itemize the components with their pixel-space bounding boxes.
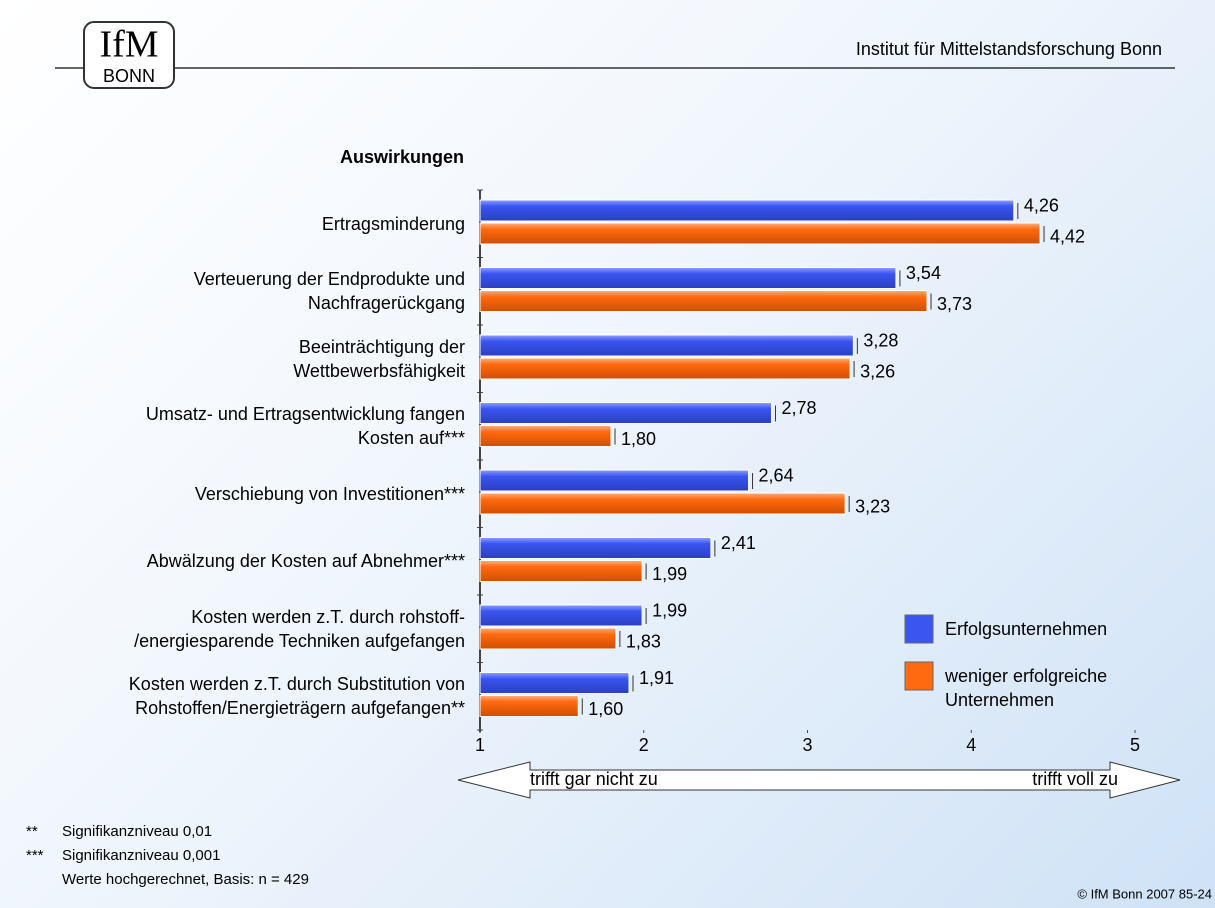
bar: [479, 672, 630, 694]
bar: [479, 334, 854, 357]
footnote-mark: **: [26, 823, 38, 840]
logo-text: IfM: [99, 24, 158, 66]
category-label: Ertragsminderung: [321, 213, 465, 234]
bar: [479, 695, 579, 717]
copyright: © IfM Bonn 2007 85-24: [1077, 886, 1212, 901]
value-label: 1,99: [652, 564, 687, 584]
value-label: 1,80: [621, 429, 656, 449]
category-label: Beeinträchtigung der Wettbewerbsfähigkei…: [293, 336, 465, 381]
legend-swatch: [904, 661, 934, 691]
value-label: 1,91: [639, 668, 674, 688]
value-label: 3,26: [860, 361, 895, 381]
bar: [479, 290, 928, 312]
value-label: 1,99: [652, 600, 687, 620]
x-tick-label: 3: [802, 735, 812, 755]
scale-arrow: [457, 761, 1181, 799]
value-label: 3,28: [863, 330, 898, 350]
logo-text: BONN: [103, 66, 155, 86]
value-label: 3,54: [906, 263, 941, 283]
legend-label: weniger erfolgreiche Unternehmen: [945, 666, 1108, 710]
value-label: 2,41: [721, 533, 756, 553]
institute-name: Institut für Mittelstandsforschung Bonn: [856, 39, 1162, 59]
bar: [479, 604, 643, 627]
x-tick-label: 4: [966, 735, 976, 755]
footnote: Werte hochgerechnet, Basis: n = 429: [62, 871, 309, 888]
footnote: Signifikanzniveau 0,01: [62, 823, 212, 840]
bar: [479, 199, 1015, 222]
bar: [479, 627, 617, 650]
footnote-mark: ***: [26, 847, 44, 864]
bar: [479, 537, 712, 559]
value-label: 3,73: [937, 294, 972, 314]
bar: [479, 222, 1041, 245]
x-tick-label: 5: [1130, 735, 1140, 755]
category-label: Verteuerung der Endprodukte und Nachfrag…: [193, 269, 465, 314]
x-tick-label: 2: [639, 735, 649, 755]
value-label: 1,60: [588, 699, 623, 719]
category-label: Verschiebung von Investitionen***: [194, 483, 465, 504]
bar: [479, 357, 851, 380]
x-tick-label: 1: [475, 735, 485, 755]
bar: [479, 492, 846, 515]
category-label: Abwälzung der Kosten auf Abnehmer***: [146, 551, 465, 572]
bar: [479, 425, 612, 447]
bar: [479, 560, 643, 582]
scale-label: trifft gar nicht zu: [530, 769, 658, 789]
value-label: 4,26: [1024, 195, 1059, 215]
category-label: Umsatz- und Ertragsentwicklung fangen Ko…: [145, 404, 465, 449]
scale-label: trifft voll zu: [1032, 769, 1118, 789]
legend-swatch: [904, 614, 934, 644]
legend-label: Erfolgsunternehmen: [945, 619, 1108, 639]
bar: [479, 267, 897, 289]
logo-box: [83, 21, 175, 89]
value-label: 2,78: [781, 398, 816, 418]
value-label: 2,64: [759, 465, 794, 485]
bar: [479, 402, 772, 424]
category-label: Kosten werden z.T. durch Substitution vo…: [128, 674, 465, 719]
category-label: Kosten werden z.T. durch rohstoff- /ener…: [134, 606, 465, 651]
value-label: 3,23: [855, 496, 890, 516]
footnote: Signifikanzniveau 0,001: [62, 847, 220, 864]
value-label: 1,83: [626, 631, 661, 651]
chart-title: Auswirkungen: [340, 147, 464, 167]
value-label: 4,42: [1050, 226, 1085, 246]
bar: [479, 469, 750, 492]
